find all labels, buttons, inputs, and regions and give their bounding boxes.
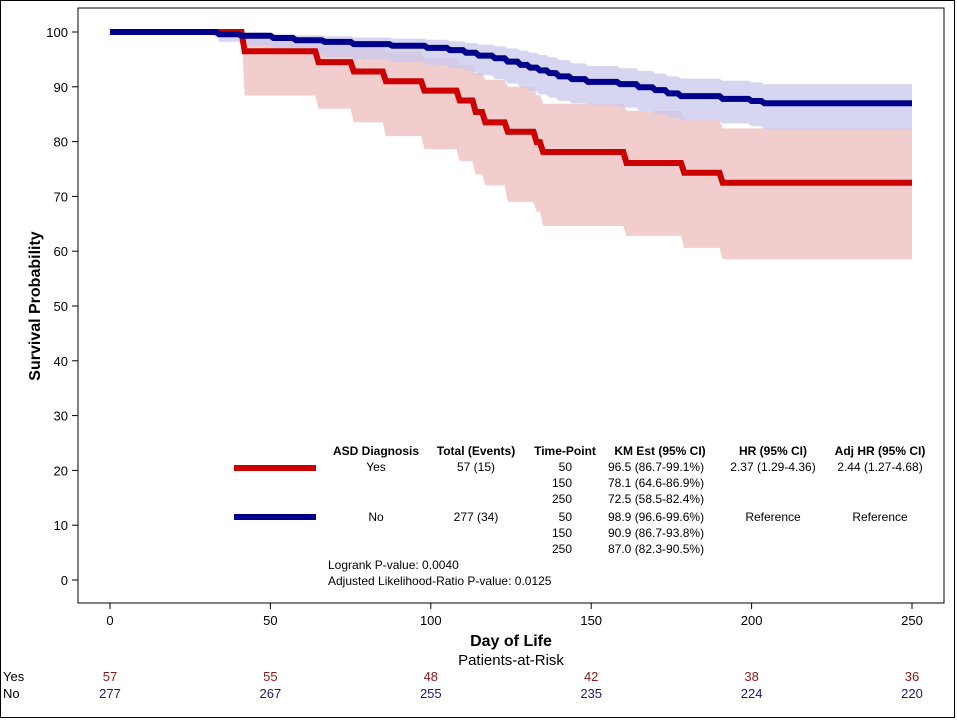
- y-tick-label: 0: [61, 573, 68, 588]
- y-tick-label: 70: [54, 189, 68, 204]
- table-time-no-3: 250: [552, 542, 572, 556]
- table-hr-no: Reference: [745, 510, 801, 524]
- table-time-no-1: 50: [559, 510, 573, 524]
- at-risk-count-no: 235: [580, 686, 602, 701]
- table-header-total: Total (Events): [437, 444, 515, 458]
- y-axis-title: Survival Probability: [27, 231, 44, 380]
- ci-band-no: [110, 32, 912, 129]
- y-tick-label: 60: [54, 244, 68, 259]
- table-km-yes-1: 96.5 (86.7-99.1%): [608, 460, 704, 474]
- y-tick-label: 80: [54, 135, 68, 150]
- at-risk-count-no: 224: [741, 686, 763, 701]
- survival-curve-no: [110, 29, 912, 107]
- table-header-diagnosis: ASD Diagnosis: [333, 444, 419, 458]
- at-risk-count-yes: 55: [263, 669, 277, 684]
- table-km-no-1: 98.9 (96.6-99.6%): [608, 510, 704, 524]
- y-tick-label: 10: [54, 518, 68, 533]
- at-risk-count-no: 220: [901, 686, 923, 701]
- x-tick-label: 50: [263, 613, 277, 628]
- confidence-bands: [110, 32, 912, 260]
- table-time-yes-3: 250: [552, 492, 572, 506]
- axes: 0 10 20 30 40 50 60 70 80 90 100 0 50 100 150 200 250: [46, 25, 923, 628]
- table-time-no-2: 150: [552, 526, 572, 540]
- at-risk-label-no: No: [3, 686, 20, 701]
- x-tick-label: 200: [741, 613, 763, 628]
- at-risk-count-yes: 42: [584, 669, 598, 684]
- x-axis-title: Day of Life: [470, 633, 552, 650]
- at-risk-counts: 57 55 48 42 38 36 277 267 255 235 224 220: [99, 669, 923, 701]
- table-hr-yes: 2.37 (1.29-4.36): [730, 460, 815, 474]
- table-km-no-3: 87.0 (82.3-90.5%): [608, 542, 704, 556]
- at-risk-count-no: 255: [420, 686, 442, 701]
- table-group-no: No: [368, 510, 384, 524]
- table-time-yes-2: 150: [552, 476, 572, 490]
- table-total-yes: 57 (15): [457, 460, 495, 474]
- at-risk-count-yes: 36: [905, 669, 919, 684]
- y-tick-label: 90: [54, 80, 68, 95]
- survival-curves: [110, 29, 912, 186]
- adjusted-lr-pvalue: Adjusted Likelihood-Ratio P-value: 0.012…: [328, 574, 552, 588]
- at-risk-count-yes: 48: [424, 669, 438, 684]
- at-risk-count-yes: 38: [744, 669, 758, 684]
- table-header-hr: HR (95% CI): [739, 444, 807, 458]
- logrank-pvalue: Logrank P-value: 0.0040: [328, 558, 459, 572]
- x-tick-label: 0: [106, 613, 113, 628]
- at-risk-label-yes: Yes: [3, 669, 25, 684]
- table-adj-hr-no: Reference: [852, 510, 908, 524]
- x-tick-label: 150: [580, 613, 602, 628]
- ci-band-yes: [110, 32, 912, 260]
- y-tick-label: 50: [54, 299, 68, 314]
- table-km-yes-3: 72.5 (58.5-82.4%): [608, 492, 704, 506]
- at-risk-count-no: 277: [99, 686, 121, 701]
- table-header-timepoint: Time-Point: [534, 444, 596, 458]
- table-km-no-2: 90.9 (86.7-93.8%): [608, 526, 704, 540]
- y-tick-label: 30: [54, 409, 68, 424]
- y-tick-label: 100: [46, 25, 68, 40]
- at-risk-count-no: 267: [260, 686, 282, 701]
- survival-curve-yes: [110, 29, 912, 186]
- at-risk-count-yes: 57: [103, 669, 117, 684]
- y-tick-label: 20: [54, 463, 68, 478]
- table-adj-hr-yes: 2.44 (1.27-4.68): [837, 460, 922, 474]
- at-risk-title: Patients-at-Risk: [458, 652, 564, 669]
- table-time-yes-1: 50: [559, 460, 573, 474]
- x-tick-label: 100: [420, 613, 442, 628]
- table-total-no: 277 (34): [454, 510, 499, 524]
- table-km-yes-2: 78.1 (64.6-86.9%): [608, 476, 704, 490]
- table-header-adj-hr: Adj HR (95% CI): [835, 444, 926, 458]
- table-header-km: KM Est (95% CI): [614, 444, 705, 458]
- y-tick-label: 40: [54, 354, 68, 369]
- table-group-yes: Yes: [366, 460, 386, 474]
- x-tick-label: 250: [901, 613, 923, 628]
